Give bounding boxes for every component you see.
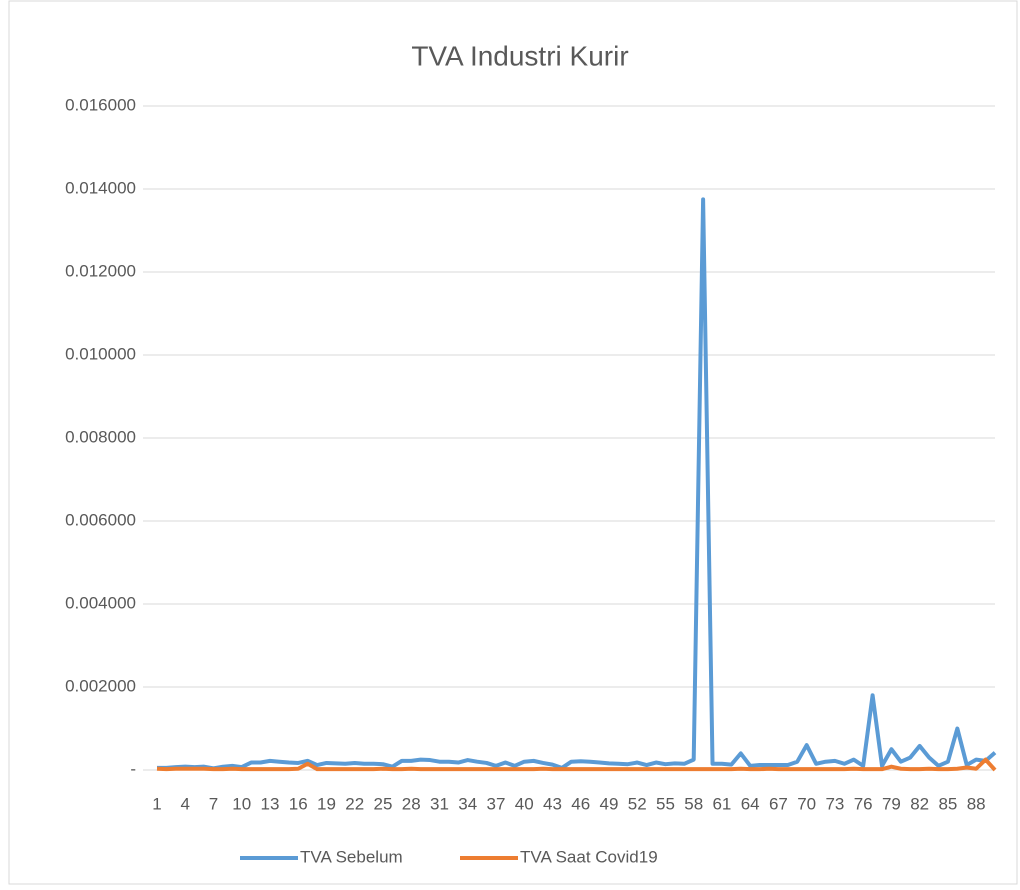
x-tick-label: 37 bbox=[487, 794, 506, 813]
x-tick-label: 88 bbox=[967, 794, 986, 813]
x-tick-label: 1 bbox=[152, 794, 161, 813]
x-tick-label: 10 bbox=[232, 794, 251, 813]
x-tick-label: 61 bbox=[712, 794, 731, 813]
x-tick-label: 22 bbox=[345, 794, 364, 813]
x-tick-label: 58 bbox=[684, 794, 703, 813]
x-tick-label: 55 bbox=[656, 794, 675, 813]
legend-label: TVA Sebelum bbox=[300, 847, 403, 866]
y-tick-label: 0.012000 bbox=[65, 261, 136, 280]
x-tick-label: 43 bbox=[543, 794, 562, 813]
legend-label: TVA Saat Covid19 bbox=[520, 847, 658, 866]
x-tick-label: 4 bbox=[181, 794, 190, 813]
y-tick-label: 0.006000 bbox=[65, 510, 136, 529]
line-series bbox=[156, 757, 997, 772]
chart-title: TVA Industri Kurir bbox=[411, 40, 628, 71]
x-tick-label: 82 bbox=[910, 794, 929, 813]
x-tick-label: 40 bbox=[515, 794, 534, 813]
x-tick-label: 28 bbox=[402, 794, 421, 813]
x-tick-label: 25 bbox=[374, 794, 393, 813]
x-tick-label: 34 bbox=[458, 794, 477, 813]
x-tick-label: 46 bbox=[571, 794, 590, 813]
y-tick-label: 0.010000 bbox=[65, 344, 136, 363]
x-tick-label: 67 bbox=[769, 794, 788, 813]
x-tick-label: 70 bbox=[797, 794, 816, 813]
x-tick-label: 79 bbox=[882, 794, 901, 813]
x-tick-label: 19 bbox=[317, 794, 336, 813]
y-tick-label: 0.016000 bbox=[65, 95, 136, 114]
x-tick-label: 64 bbox=[741, 794, 760, 813]
x-tick-label: 16 bbox=[289, 794, 308, 813]
x-tick-label: 49 bbox=[599, 794, 618, 813]
y-tick-label: - bbox=[130, 759, 136, 778]
chart-border bbox=[8, 0, 1018, 885]
line-series bbox=[157, 197, 997, 771]
y-tick-label: 0.004000 bbox=[65, 593, 136, 612]
x-tick-label: 7 bbox=[209, 794, 218, 813]
x-tick-label: 73 bbox=[825, 794, 844, 813]
x-tick-label: 76 bbox=[854, 794, 873, 813]
y-tick-label: 0.002000 bbox=[65, 676, 136, 695]
y-tick-label: 0.014000 bbox=[65, 178, 136, 197]
y-tick-label: 0.008000 bbox=[65, 427, 136, 446]
x-tick-label: 31 bbox=[430, 794, 449, 813]
x-tick-label: 52 bbox=[628, 794, 647, 813]
x-tick-label: 13 bbox=[261, 794, 280, 813]
x-tick-label: 85 bbox=[938, 794, 957, 813]
